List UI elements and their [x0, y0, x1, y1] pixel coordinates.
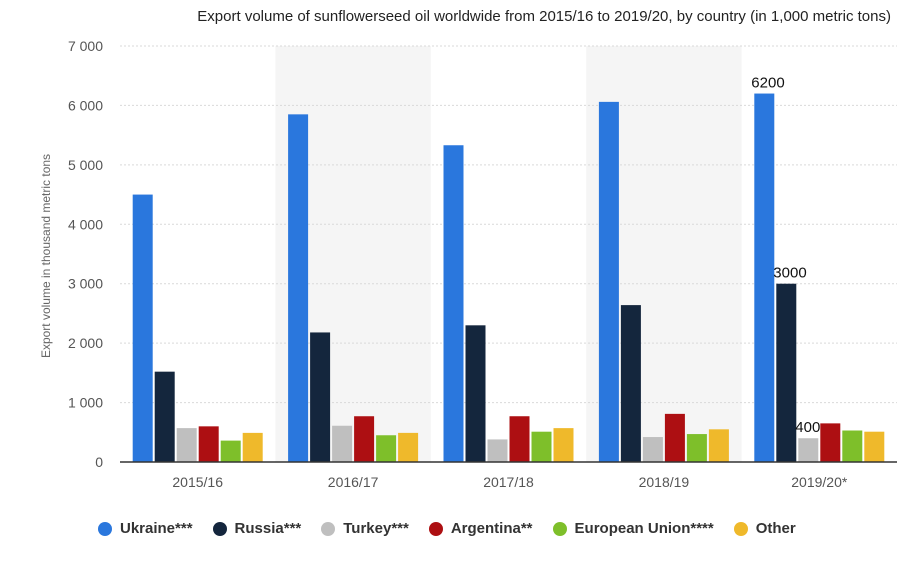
y-tick-label: 0 [95, 454, 103, 470]
x-tick-label: 2018/19 [639, 474, 690, 490]
legend-label: Ukraine*** [120, 520, 193, 537]
bar-other [242, 432, 263, 462]
bar-argentina [198, 426, 219, 462]
legend-item[interactable]: Russia*** [212, 520, 302, 537]
data-label: 6200 [751, 75, 784, 92]
bar-ukraine [288, 114, 309, 462]
legend-item[interactable]: European Union**** [552, 520, 714, 537]
bar-other [398, 432, 419, 462]
y-tick-label: 5 000 [68, 157, 103, 173]
legend-item[interactable]: Turkey*** [321, 520, 409, 537]
legend-label: Russia*** [234, 520, 302, 537]
bar-europeanunion [220, 440, 241, 462]
legend-item[interactable]: Ukraine*** [98, 520, 193, 537]
legend-marker [98, 521, 112, 536]
legend-label: European Union**** [574, 520, 714, 537]
bar-other [708, 429, 729, 462]
legend-marker [733, 521, 748, 536]
bar-other [864, 431, 885, 462]
x-tick-label: 2019/20* [791, 474, 848, 490]
y-tick-label: 1 000 [68, 395, 103, 411]
y-axis-label: Export volume in thousand metric tons [39, 154, 53, 358]
legend-marker [552, 521, 567, 536]
bar-turkey [487, 439, 508, 462]
bar-russia [620, 305, 641, 462]
bar-europeanunion [531, 431, 552, 462]
bar-turkey [332, 425, 353, 462]
bar-russia [310, 332, 331, 462]
y-tick-label: 2 000 [68, 335, 103, 351]
bar-other [553, 428, 574, 462]
bar-turkey [642, 437, 663, 462]
chart-title: Export volume of sunflowerseed oil world… [197, 8, 891, 25]
y-tick-label: 6 000 [68, 97, 103, 113]
y-tick-label: 7 000 [68, 38, 103, 54]
data-label: 400 [795, 419, 820, 436]
legend-label: Argentina** [450, 520, 533, 537]
bar-russia [776, 283, 797, 462]
bar-russia [465, 325, 486, 462]
x-tick-label: 2015/16 [172, 474, 223, 490]
bar-europeanunion [686, 434, 707, 462]
legend-marker [321, 521, 336, 536]
legend-marker [212, 521, 227, 536]
x-tick-label: 2016/17 [328, 474, 379, 490]
legend-label: Turkey*** [343, 520, 409, 537]
bar-ukraine [598, 101, 619, 462]
bar-turkey [176, 428, 197, 462]
bar-russia [154, 371, 175, 462]
bar-ukraine [132, 194, 153, 463]
y-tick-label: 3 000 [68, 276, 103, 292]
bar-argentina [354, 416, 375, 462]
bar-ukraine [754, 93, 775, 463]
bar-turkey [798, 438, 819, 462]
bar-argentina [664, 413, 685, 462]
bar-europeanunion [842, 430, 863, 462]
y-tick-label: 4 000 [68, 216, 103, 232]
legend-item[interactable]: Other [733, 520, 796, 537]
x-tick-label: 2017/18 [483, 474, 534, 490]
legend: Ukraine*** Russia*** Turkey*** Argentina** E… [98, 520, 816, 537]
bar-ukraine [443, 145, 464, 462]
bar-argentina [509, 416, 530, 462]
bar-argentina [820, 423, 841, 462]
bar-europeanunion [376, 435, 397, 462]
legend-item[interactable]: Argentina** [428, 520, 533, 537]
data-label: 3000 [773, 265, 806, 282]
legend-label: Other [755, 520, 796, 537]
legend-marker [428, 521, 443, 536]
